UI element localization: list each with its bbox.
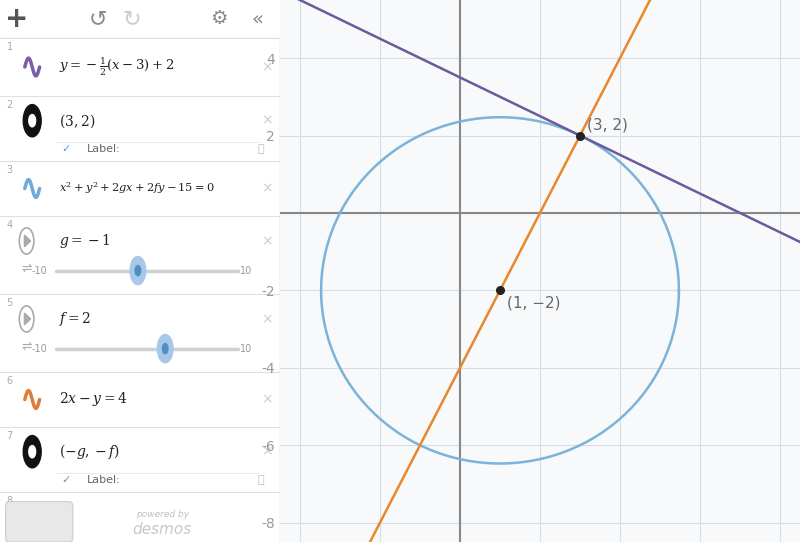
Circle shape — [23, 105, 41, 137]
Text: ×: × — [262, 444, 274, 459]
Text: ⇌: ⇌ — [22, 340, 32, 353]
Text: «: « — [252, 10, 264, 29]
Text: 1: 1 — [6, 42, 13, 52]
Text: ×: × — [262, 312, 274, 326]
Text: $(3,2)$: $(3,2)$ — [59, 112, 95, 130]
Text: ⇌: ⇌ — [22, 262, 32, 275]
Text: $x^2+y^2+2gx+2fy-15=0$: $x^2+y^2+2gx+2fy-15=0$ — [59, 180, 214, 196]
Text: ×: × — [262, 182, 274, 196]
Text: $y=-\frac{1}{2}(x-3)+2$: $y=-\frac{1}{2}(x-3)+2$ — [59, 56, 174, 78]
Text: 6: 6 — [6, 376, 13, 386]
Text: $2x-y=4$: $2x-y=4$ — [59, 390, 127, 409]
Text: 3: 3 — [6, 165, 13, 175]
Text: Label:: Label: — [86, 144, 121, 154]
Text: powered by: powered by — [136, 510, 189, 519]
Circle shape — [162, 344, 168, 353]
Circle shape — [135, 266, 141, 276]
Text: ×: × — [262, 392, 274, 406]
Text: 10: 10 — [240, 266, 253, 275]
Circle shape — [29, 114, 36, 127]
Polygon shape — [25, 235, 30, 247]
Circle shape — [23, 436, 41, 468]
Text: desmos: desmos — [133, 522, 192, 537]
Text: ↺: ↺ — [89, 9, 107, 29]
Text: 5: 5 — [6, 298, 13, 308]
Text: ×: × — [262, 114, 274, 128]
Text: (3, 2): (3, 2) — [587, 118, 628, 132]
Text: $(-g,-f)$: $(-g,-f)$ — [59, 442, 120, 461]
Text: ✓: ✓ — [62, 144, 71, 154]
Text: ×: × — [262, 60, 274, 74]
Circle shape — [158, 334, 173, 363]
Text: ✓: ✓ — [62, 475, 71, 485]
Text: $g=-1$: $g=-1$ — [59, 232, 110, 250]
Text: ↻: ↻ — [122, 9, 141, 29]
FancyBboxPatch shape — [6, 502, 73, 542]
Text: 10: 10 — [240, 344, 253, 353]
Text: ⚙: ⚙ — [210, 10, 227, 29]
Text: +: + — [5, 5, 29, 33]
Text: 7: 7 — [6, 431, 13, 441]
Circle shape — [130, 256, 146, 285]
Polygon shape — [25, 313, 30, 325]
Text: ×: × — [262, 234, 274, 248]
Circle shape — [29, 446, 36, 458]
Text: ▲: ▲ — [57, 517, 64, 527]
Text: (1, −2): (1, −2) — [507, 295, 561, 310]
Text: 8: 8 — [6, 496, 13, 506]
Text: $f=2$: $f=2$ — [59, 310, 91, 328]
Text: 4: 4 — [6, 220, 13, 230]
Text: 2: 2 — [6, 100, 13, 110]
Text: -10: -10 — [31, 266, 47, 275]
Text: ⌨: ⌨ — [16, 515, 34, 528]
Text: 🔧: 🔧 — [257, 144, 264, 154]
Text: Label:: Label: — [86, 475, 121, 485]
Text: -10: -10 — [31, 344, 47, 353]
Text: 🔧: 🔧 — [257, 475, 264, 485]
